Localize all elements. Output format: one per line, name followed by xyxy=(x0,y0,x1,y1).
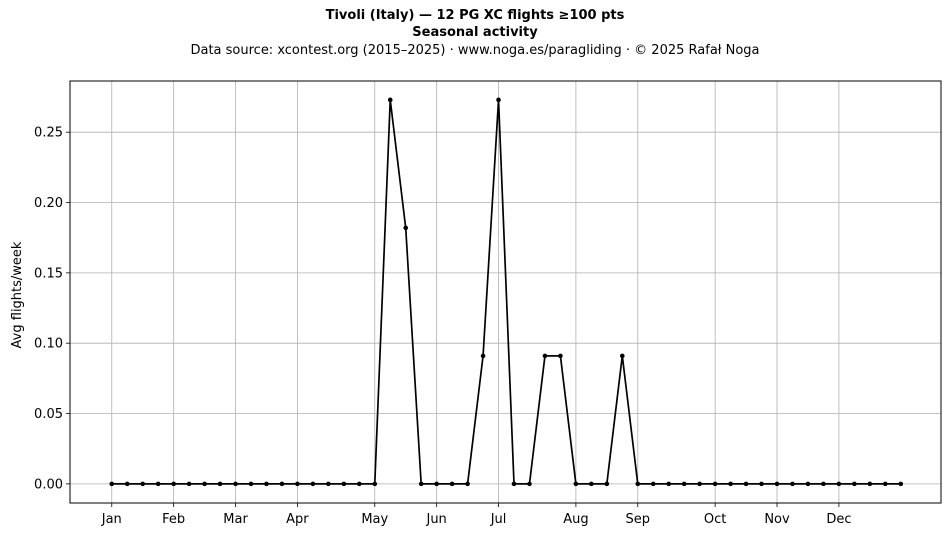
data-point xyxy=(542,353,548,359)
data-point xyxy=(202,481,207,487)
x-tick-label: May xyxy=(361,512,388,527)
y-tick-label: 0.05 xyxy=(34,407,63,422)
data-point xyxy=(480,353,486,359)
y-tick-label: 0.00 xyxy=(34,477,63,492)
data-point xyxy=(233,481,238,487)
data-point xyxy=(681,481,687,487)
x-tick-label: Jun xyxy=(425,512,446,527)
data-point xyxy=(155,481,161,487)
data-point xyxy=(465,481,470,487)
data-source-caption: Data source: xcontest.org (2015–2025) · … xyxy=(190,43,760,58)
data-point xyxy=(697,481,702,487)
data-point xyxy=(434,481,439,487)
data-point xyxy=(650,481,656,487)
data-point xyxy=(496,97,501,103)
data-point xyxy=(295,481,300,487)
y-tick-label: 0.25 xyxy=(34,126,63,141)
data-point xyxy=(248,481,254,487)
data-point xyxy=(867,481,873,487)
data-point xyxy=(186,481,192,487)
data-point xyxy=(527,481,532,487)
data-point xyxy=(511,481,517,487)
data-point xyxy=(264,481,269,487)
x-tick-label: Jul xyxy=(490,512,507,527)
y-tick-label: 0.10 xyxy=(34,337,63,352)
plot-area-frame xyxy=(69,80,942,504)
data-point xyxy=(171,481,176,487)
data-point xyxy=(836,481,842,487)
data-point xyxy=(620,353,625,359)
x-tick-label: Aug xyxy=(563,512,588,527)
data-point xyxy=(217,481,223,487)
y-tick-label: 0.20 xyxy=(34,196,63,211)
data-point xyxy=(418,481,424,487)
x-tick-label: Jan xyxy=(101,512,122,527)
data-point xyxy=(109,481,115,487)
data-point xyxy=(883,481,888,487)
data-point xyxy=(387,97,393,103)
y-axis: 0.00 0.05 0.10 0.15 0.20 0.25 xyxy=(34,126,70,492)
data-point xyxy=(898,481,904,487)
y-axis-label: Avg flights/week xyxy=(10,241,25,348)
data-point xyxy=(604,481,610,487)
grid-lines xyxy=(70,81,941,503)
x-axis: Jan Feb Mar Apr May Jun Jul Aug Sep Oct Nov Dec xyxy=(101,503,851,527)
x-tick-label: Feb xyxy=(162,512,185,527)
x-tick-label: Mar xyxy=(223,512,248,527)
data-point xyxy=(310,481,316,487)
data-point xyxy=(372,481,378,487)
data-point xyxy=(573,481,579,487)
data-point xyxy=(852,481,857,487)
data-point xyxy=(712,481,718,487)
data-point xyxy=(821,481,826,487)
data-point xyxy=(449,481,455,487)
data-point xyxy=(589,481,594,487)
data-point xyxy=(759,481,764,487)
data-point xyxy=(774,481,780,487)
series-line-group xyxy=(109,97,904,487)
data-point xyxy=(635,481,641,487)
data-point xyxy=(357,481,362,487)
chart-subtitle: Seasonal activity xyxy=(412,25,538,40)
data-point xyxy=(341,481,347,487)
y-tick-label: 0.15 xyxy=(34,266,63,281)
x-tick-label: Dec xyxy=(826,512,851,527)
data-point xyxy=(743,481,749,487)
x-tick-label: Apr xyxy=(286,512,309,527)
data-point xyxy=(403,225,409,231)
data-point xyxy=(279,481,285,487)
x-tick-label: Sep xyxy=(626,512,651,527)
chart-title: Tivoli (Italy) — 12 PG XC flights ≥100 p… xyxy=(325,8,625,23)
x-tick-label: Oct xyxy=(704,512,726,527)
data-point xyxy=(558,353,563,359)
data-point xyxy=(140,481,146,487)
data-point xyxy=(728,481,733,487)
data-point xyxy=(666,481,672,487)
series-line xyxy=(111,98,901,485)
data-point xyxy=(326,481,331,487)
data-point xyxy=(805,481,811,487)
x-tick-label: Nov xyxy=(764,512,790,527)
data-point xyxy=(790,481,795,487)
data-point xyxy=(124,481,130,487)
